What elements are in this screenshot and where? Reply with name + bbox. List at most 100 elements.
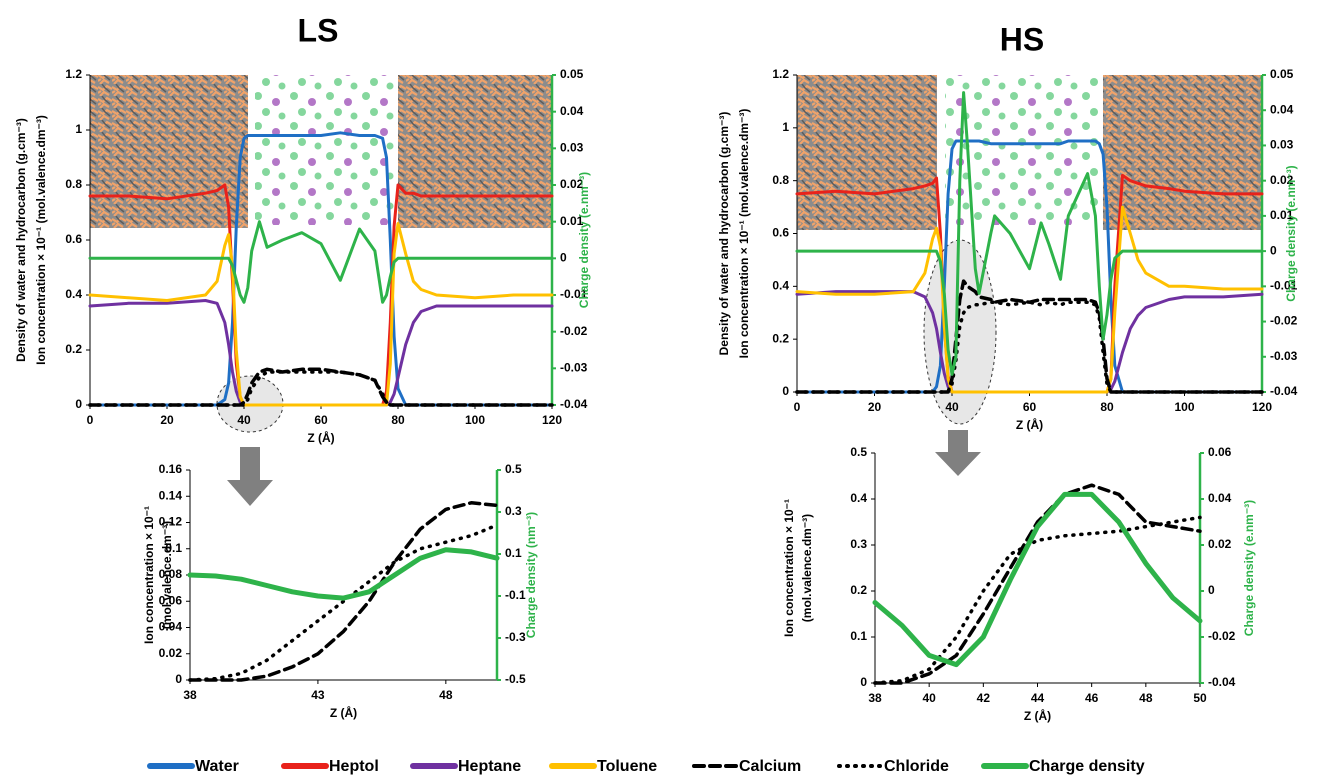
x-tick-label: 40 — [237, 413, 251, 427]
x-axis-label: Z (Å) — [330, 705, 357, 720]
y2-tick-label: -0.5 — [505, 672, 526, 686]
x-tick-label: 48 — [439, 688, 453, 702]
y-tick-label: 0.2 — [65, 342, 82, 356]
y2-tick-label: 0.1 — [505, 546, 522, 560]
y2-tick-label: 0.04 — [560, 104, 584, 118]
series-line — [872, 491, 1203, 668]
y-tick-label: 1 — [75, 122, 82, 136]
y2-tick-label: 0.06 — [1208, 445, 1232, 459]
y-tick-label: 0.8 — [772, 173, 789, 187]
series-line — [873, 483, 1202, 685]
y-tick-label: 0.5 — [850, 445, 867, 459]
x-tick-label: 44 — [1031, 691, 1045, 705]
y2-tick-label: -0.02 — [1270, 314, 1298, 328]
y2-tick-label: -0.04 — [560, 397, 588, 411]
y-tick-label: 0.2 — [850, 583, 867, 597]
y-tick-label: 0.8 — [65, 177, 82, 191]
y-tick-label: 0.6 — [772, 226, 789, 240]
series-line — [88, 367, 554, 407]
y2-tick-label: 0.02 — [1270, 173, 1294, 187]
y2-tick-label: 0.01 — [560, 214, 584, 228]
x-tick-label: 40 — [922, 691, 936, 705]
y-axis-label: (mol.valence.dm⁻³) — [160, 521, 174, 629]
legend-label: Toluene — [597, 758, 657, 775]
y-tick-label: 0.2 — [772, 331, 789, 345]
y2-tick-label: -0.3 — [505, 630, 526, 644]
y-tick-label: 0 — [782, 384, 789, 398]
y-tick-label: 0.3 — [850, 537, 867, 551]
y2-tick-label: 0.04 — [1208, 491, 1232, 505]
y-tick-label: 0 — [860, 675, 867, 689]
y-tick-label: 0 — [75, 397, 82, 411]
y-axis-label: Ion concentration × 10⁻¹ — [142, 506, 156, 644]
x-tick-label: 38 — [183, 688, 197, 702]
y-tick-label: 0.4 — [772, 279, 789, 293]
y2-tick-label: -0.02 — [1208, 629, 1236, 643]
y-tick-label: 0.4 — [850, 491, 867, 505]
y2-tick-label: 0.03 — [1270, 138, 1294, 152]
y2-tick-label: -0.1 — [505, 588, 526, 602]
y2-tick-label: 0.05 — [560, 67, 584, 81]
x-tick-label: 100 — [465, 413, 485, 427]
y2-axis-label: Charge density (e.nm⁻³) — [1284, 165, 1298, 301]
y-tick-label: 0.12 — [159, 515, 183, 529]
series-line — [88, 222, 554, 407]
series-line — [88, 220, 554, 304]
y-tick-label: 0.02 — [159, 646, 183, 660]
x-axis-label: Z (Å) — [1024, 708, 1051, 723]
chart-title: HS — [1000, 21, 1044, 57]
x-tick-label: 46 — [1085, 691, 1099, 705]
legend-label: Charge density — [1029, 758, 1145, 775]
y2-tick-label: 0.05 — [1270, 67, 1294, 81]
legend-label: Heptane — [458, 758, 521, 775]
x-tick-label: 0 — [87, 413, 94, 427]
x-tick-label: 50 — [1193, 691, 1207, 705]
x-tick-label: 20 — [160, 413, 174, 427]
series-line — [88, 299, 554, 407]
y2-tick-label: -0.04 — [1270, 384, 1298, 398]
x-tick-label: 0 — [794, 400, 801, 414]
x-axis-label: Z (Å) — [307, 430, 334, 445]
y2-tick-label: -0.03 — [1270, 349, 1298, 363]
x-tick-label: 80 — [1100, 400, 1114, 414]
legend-label: Heptol — [329, 758, 379, 775]
legend-label: Chloride — [884, 758, 949, 775]
y2-tick-label: 0.04 — [1270, 102, 1294, 116]
y-tick-label: 0 — [175, 672, 182, 686]
x-axis-label: Z (Å) — [1016, 417, 1043, 432]
y-axis-label: Ion concentration × 10⁻¹ — [782, 499, 796, 637]
series-line — [188, 523, 499, 682]
legend-label: Calcium — [739, 758, 801, 775]
x-tick-label: 40 — [945, 400, 959, 414]
x-tick-label: 120 — [542, 413, 562, 427]
x-tick-label: 120 — [1252, 400, 1272, 414]
x-tick-label: 80 — [391, 413, 405, 427]
x-tick-label: 60 — [314, 413, 328, 427]
y-axis-label: Ion concentration × 10⁻¹ (mol.valence.dm… — [737, 109, 751, 359]
x-tick-label: 60 — [1023, 400, 1037, 414]
y-tick-label: 1.2 — [772, 67, 789, 81]
snapshot — [90, 75, 1261, 230]
y-tick-label: 0.04 — [159, 620, 183, 634]
y2-tick-label: -0.03 — [560, 361, 588, 375]
y-tick-label: 0.4 — [65, 287, 82, 301]
y2-tick-label: 0 — [560, 251, 567, 265]
y-tick-label: 0.08 — [159, 567, 183, 581]
y-axis-label: Density of water and hydrocarbon (g.cm⁻³… — [717, 112, 731, 356]
y2-tick-label: 0.03 — [560, 141, 584, 155]
y2-axis-label: Charge density (e.nm⁻³) — [1242, 500, 1256, 636]
y-tick-label: 0.16 — [159, 462, 183, 476]
series-line — [795, 91, 1264, 376]
y2-tick-label: -0.01 — [1270, 279, 1298, 293]
y-tick-label: 1 — [782, 120, 789, 134]
y-tick-label: 0.1 — [850, 629, 867, 643]
x-tick-label: 100 — [1174, 400, 1194, 414]
y2-tick-label: -0.01 — [560, 287, 588, 301]
x-tick-label: 48 — [1139, 691, 1153, 705]
y-axis-label: (mol.valence.dm⁻³) — [800, 514, 814, 622]
y2-tick-label: 0 — [1208, 583, 1215, 597]
y2-tick-label: 0.5 — [505, 462, 522, 476]
y2-tick-label: -0.02 — [560, 324, 588, 338]
